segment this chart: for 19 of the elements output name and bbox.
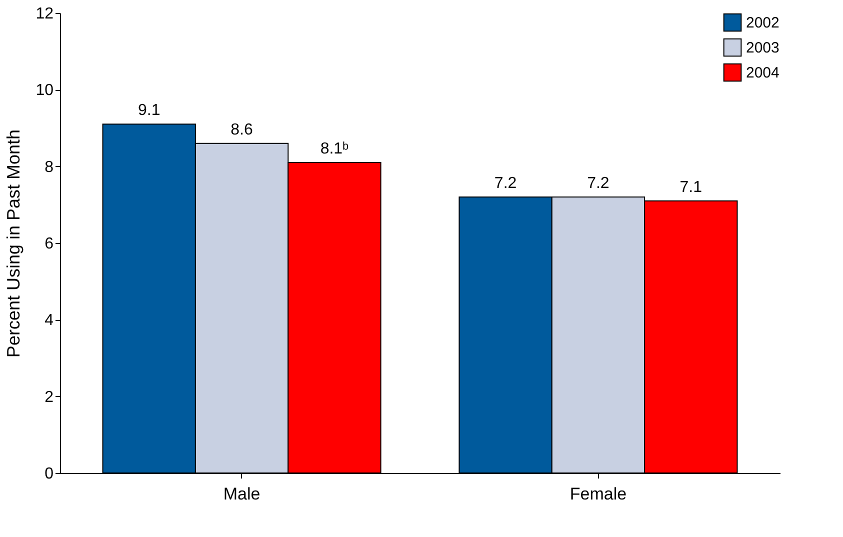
y-tick-label: 8	[44, 158, 54, 176]
legend-label: 2004	[746, 64, 780, 82]
x-tick-label: Male	[223, 484, 260, 504]
data-label: 7.2	[494, 175, 517, 192]
data-label: 7.1	[680, 178, 702, 196]
data-label: 8.6	[230, 121, 253, 138]
y-tick-label: 6	[44, 236, 54, 252]
y-axis-title: Percent Using in Past Month	[4, 129, 24, 358]
y-tick-label: 10	[36, 82, 54, 100]
data-label: 7.2	[587, 175, 610, 192]
y-tick-label: 12	[36, 6, 54, 22]
y-tick-label: 0	[44, 466, 54, 482]
x-tick-label: Female	[570, 484, 627, 504]
y-tick-label: 2	[44, 388, 54, 406]
legend-label: 2002	[746, 14, 780, 32]
data-label: 8.1ᵇ	[320, 140, 349, 158]
legend-label: 2003	[746, 40, 780, 56]
y-tick-label: 4	[44, 312, 54, 330]
data-label: 9.1	[138, 102, 160, 120]
